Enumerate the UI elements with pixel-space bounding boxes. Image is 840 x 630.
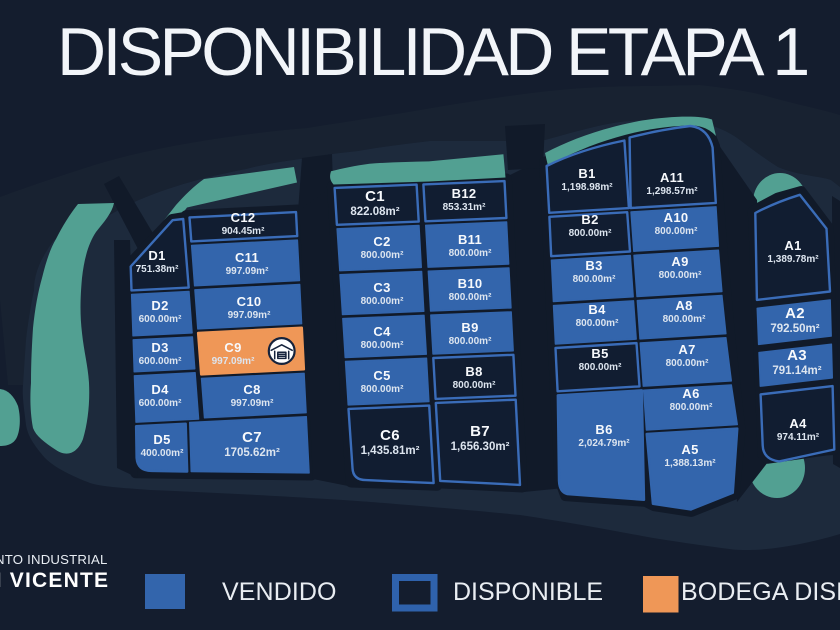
svg-text:C2: C2 [373, 234, 390, 249]
svg-text:C3: C3 [373, 280, 390, 295]
svg-text:D2: D2 [151, 298, 168, 313]
svg-text:B6: B6 [595, 422, 612, 437]
svg-text:C4: C4 [373, 324, 391, 339]
svg-text:974.11m²: 974.11m² [777, 432, 820, 443]
svg-text:1705.62m²: 1705.62m² [224, 447, 280, 459]
svg-text:853.31m²: 853.31m² [443, 202, 486, 213]
svg-text:MIENTO INDUSTRIAL: MIENTO INDUSTRIAL [0, 552, 108, 567]
svg-text:A8: A8 [675, 298, 692, 313]
svg-text:B1: B1 [578, 166, 595, 181]
svg-text:C6: C6 [380, 427, 400, 444]
svg-text:800.00m²: 800.00m² [453, 380, 496, 391]
svg-text:800.00m²: 800.00m² [670, 402, 713, 413]
svg-text:1,388.13m²: 1,388.13m² [664, 458, 716, 469]
svg-text:B7: B7 [470, 423, 490, 440]
svg-text:A11: A11 [660, 170, 684, 185]
svg-text:997.09m²: 997.09m² [226, 266, 269, 277]
svg-text:1,656.30m²: 1,656.30m² [451, 441, 510, 453]
svg-text:DISPONIBILIDAD ETAPA 1: DISPONIBILIDAD ETAPA 1 [57, 14, 807, 90]
svg-text:904.45m²: 904.45m² [222, 226, 265, 237]
svg-text:800.00m²: 800.00m² [579, 362, 622, 373]
svg-text:997.09m²: 997.09m² [212, 356, 255, 367]
svg-text:400.00m²: 400.00m² [141, 448, 184, 459]
svg-text:A10: A10 [664, 210, 689, 225]
svg-text:A4: A4 [789, 416, 807, 431]
svg-text:800.00m²: 800.00m² [576, 318, 619, 329]
svg-text:A9: A9 [671, 254, 688, 269]
svg-text:C10: C10 [237, 294, 262, 309]
svg-text:C1: C1 [365, 188, 385, 205]
svg-text:C12: C12 [231, 210, 256, 225]
svg-text:B12: B12 [452, 186, 477, 201]
svg-text:800.00m²: 800.00m² [361, 296, 404, 307]
svg-text:751.38m²: 751.38m² [136, 264, 179, 275]
svg-text:800.00m²: 800.00m² [449, 336, 492, 347]
svg-text:800.00m²: 800.00m² [361, 250, 404, 261]
svg-text:VENDIDO: VENDIDO [222, 578, 337, 606]
svg-text:B8: B8 [465, 364, 482, 379]
svg-text:1,198.98m²: 1,198.98m² [561, 182, 613, 193]
svg-text:800.00m²: 800.00m² [659, 270, 702, 281]
svg-text:800.00m²: 800.00m² [361, 340, 404, 351]
svg-text:D4: D4 [151, 382, 169, 397]
svg-text:822.08m²: 822.08m² [350, 206, 399, 218]
svg-text:A6: A6 [682, 386, 699, 401]
svg-text:B9: B9 [461, 320, 478, 335]
svg-text:800.00m²: 800.00m² [573, 274, 616, 285]
svg-text:C5: C5 [373, 368, 390, 383]
svg-text:A3: A3 [787, 347, 807, 364]
svg-text:791.14m²: 791.14m² [772, 365, 821, 377]
svg-text:997.09m²: 997.09m² [228, 310, 271, 321]
svg-text:C11: C11 [235, 250, 259, 265]
svg-text:D5: D5 [153, 432, 170, 447]
svg-text:800.00m²: 800.00m² [666, 358, 709, 369]
svg-text:A2: A2 [785, 305, 805, 322]
svg-text:C8: C8 [243, 382, 260, 397]
svg-text:800.00m²: 800.00m² [569, 228, 612, 239]
svg-text:A1: A1 [784, 238, 801, 253]
svg-text:800.00m²: 800.00m² [449, 248, 492, 259]
svg-text:800.00m²: 800.00m² [655, 226, 698, 237]
svg-text:D1: D1 [148, 248, 165, 263]
svg-text:800.00m²: 800.00m² [361, 384, 404, 395]
svg-text:B4: B4 [588, 302, 606, 317]
svg-text:997.09m²: 997.09m² [231, 398, 274, 409]
svg-text:A7: A7 [678, 342, 695, 357]
svg-text:A5: A5 [681, 442, 698, 457]
svg-text:1,298.57m²: 1,298.57m² [646, 186, 698, 197]
svg-text:B5: B5 [591, 346, 608, 361]
svg-text:C7: C7 [242, 429, 262, 446]
svg-text:B10: B10 [458, 276, 483, 291]
svg-text:B3: B3 [585, 258, 602, 273]
svg-text:D3: D3 [151, 340, 168, 355]
svg-text:1,389.78m²: 1,389.78m² [767, 254, 819, 265]
svg-text:792.50m²: 792.50m² [770, 323, 819, 335]
svg-text:2,024.79m²: 2,024.79m² [578, 438, 630, 449]
svg-text:BODEGA DISPONIBLE: BODEGA DISPONIBLE [681, 578, 840, 606]
svg-text:DISPONIBLE: DISPONIBLE [453, 578, 603, 606]
svg-text:1,435.81m²: 1,435.81m² [361, 445, 420, 457]
svg-text:B2: B2 [581, 212, 598, 227]
svg-text:800.00m²: 800.00m² [663, 314, 706, 325]
svg-text:B11: B11 [458, 232, 482, 247]
svg-text:AN VICENTE: AN VICENTE [0, 569, 109, 592]
svg-text:800.00m²: 800.00m² [449, 292, 492, 303]
svg-text:600.00m²: 600.00m² [139, 356, 182, 367]
svg-text:600.00m²: 600.00m² [139, 314, 182, 325]
svg-text:C9: C9 [224, 340, 241, 355]
svg-text:600.00m²: 600.00m² [139, 398, 182, 409]
